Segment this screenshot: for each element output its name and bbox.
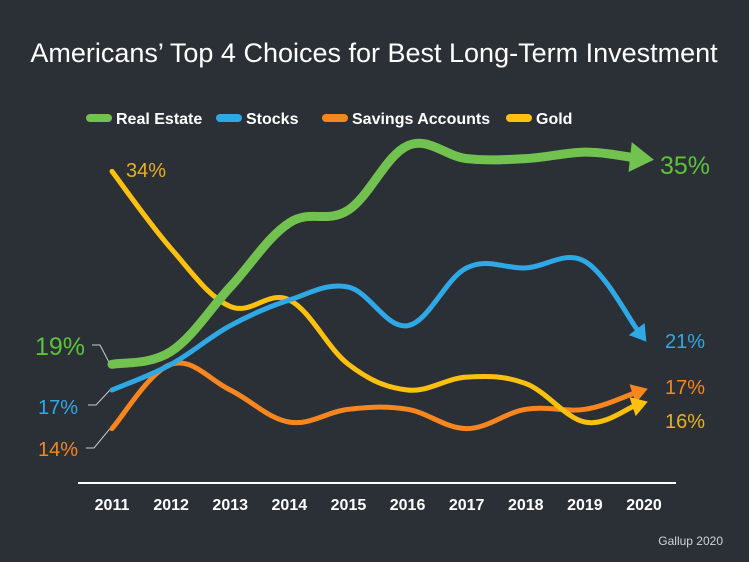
label-callouts <box>86 344 111 449</box>
start-label-savings-accounts: 14% <box>38 439 78 461</box>
x-tick-label-2016: 2016 <box>390 497 426 514</box>
callout-real-estate <box>92 344 111 365</box>
x-tick-label-2020: 2020 <box>626 497 662 514</box>
series-arrow-stocks <box>628 323 647 342</box>
series-gold <box>109 168 648 426</box>
series-line-savings-accounts <box>109 360 637 432</box>
legend-label-real-estate: Real Estate <box>116 111 202 128</box>
callout-savings-accounts <box>86 428 111 449</box>
x-tick-label-2017: 2017 <box>449 497 485 514</box>
series-line-gold <box>109 168 637 426</box>
callout-stocks <box>88 389 111 406</box>
legend-label-stocks: Stocks <box>246 111 299 128</box>
legend-item-real-estate: Real Estate <box>86 111 202 128</box>
end-label-stocks: 21% <box>665 331 705 353</box>
start-label-real-estate: 19% <box>35 333 85 361</box>
legend-item-stocks: Stocks <box>216 111 299 128</box>
x-tick-label-2014: 2014 <box>272 497 308 514</box>
series-layer <box>107 138 654 432</box>
series-arrow-savings-accounts <box>629 384 648 404</box>
x-tick-label-2018: 2018 <box>508 497 544 514</box>
x-tick-label-2011: 2011 <box>95 497 130 514</box>
x-tick-label-2015: 2015 <box>331 497 367 514</box>
value-labels: 19% 35% 17% 21% 14% 17% 34% 16% <box>35 152 710 461</box>
legend-label-savings-accounts: Savings Accounts <box>352 111 490 128</box>
legend-item-savings-accounts: Savings Accounts <box>322 111 490 128</box>
start-label-gold: 34% <box>126 160 166 182</box>
series-stocks <box>109 255 647 393</box>
legend-label-gold: Gold <box>536 111 572 128</box>
series-savings-accounts <box>109 360 648 432</box>
chart-title: Americans’ Top 4 Choices for Best Long-T… <box>30 38 718 68</box>
series-line-real-estate <box>107 138 637 369</box>
x-tick-label-2012: 2012 <box>153 497 189 514</box>
x-axis-ticks: 2011 2012 2013 2014 2015 2016 2017 2018 2019 2020 <box>95 497 662 514</box>
chart-legend: Real Estate Stocks Savings Accounts Gold <box>86 111 572 128</box>
series-line-stocks <box>109 255 641 393</box>
series-arrow-real-estate <box>628 142 654 172</box>
end-label-real-estate: 35% <box>660 152 710 180</box>
end-label-savings-accounts: 17% <box>665 377 705 399</box>
end-label-gold: 16% <box>665 411 705 433</box>
x-tick-label-2013: 2013 <box>212 497 248 514</box>
legend-item-gold: Gold <box>506 111 572 128</box>
series-arrow-gold <box>629 397 648 417</box>
source-note: Gallup 2020 <box>658 534 723 548</box>
x-tick-label-2019: 2019 <box>567 497 603 514</box>
start-label-stocks: 17% <box>38 397 78 419</box>
series-real-estate <box>107 138 654 369</box>
